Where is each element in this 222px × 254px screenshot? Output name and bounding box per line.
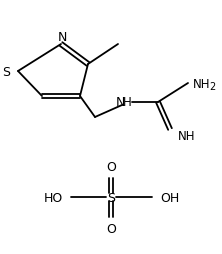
Text: H: H <box>123 96 131 109</box>
Text: NH: NH <box>193 77 210 90</box>
Text: HO: HO <box>44 191 63 204</box>
Text: N: N <box>57 31 67 44</box>
Text: OH: OH <box>160 191 179 204</box>
Text: 2: 2 <box>209 82 215 92</box>
Text: N: N <box>115 95 125 108</box>
Text: NH: NH <box>178 129 196 142</box>
Text: O: O <box>106 222 116 235</box>
Text: S: S <box>2 65 10 78</box>
Text: O: O <box>106 160 116 173</box>
Text: S: S <box>107 191 115 204</box>
